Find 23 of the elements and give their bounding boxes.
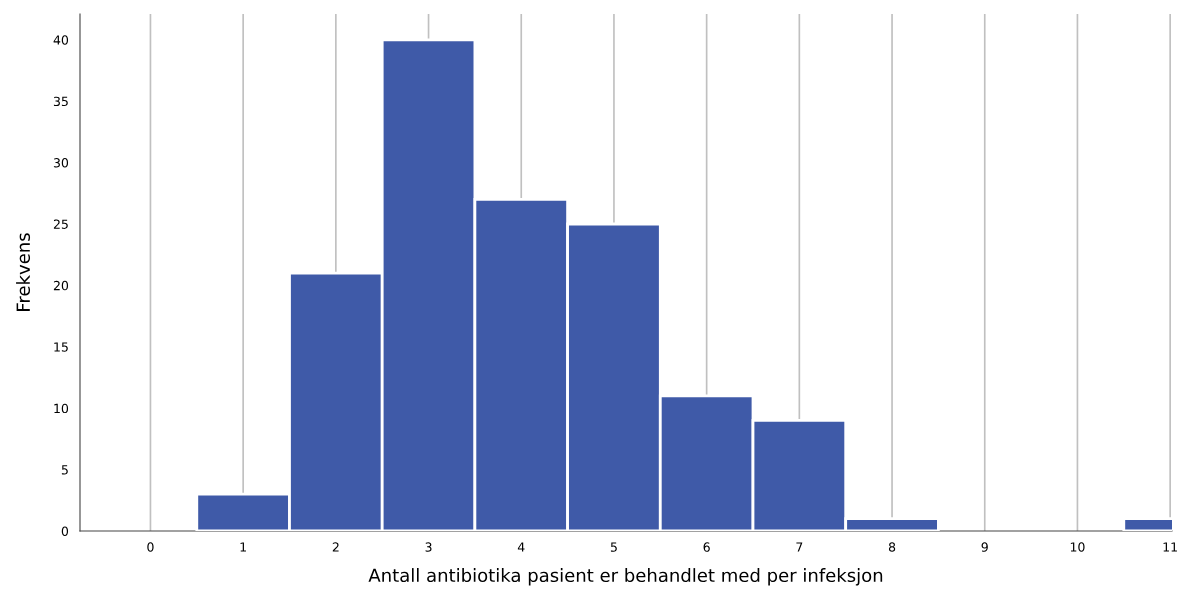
y-tick-label: 15 xyxy=(54,342,68,352)
x-tick-label: 8 xyxy=(888,542,896,552)
x-tick-label: 9 xyxy=(981,542,988,552)
x-tick-label: 2 xyxy=(332,542,339,552)
y-tick-label: 25 xyxy=(53,219,68,229)
x-tick-label: 4 xyxy=(517,542,525,552)
x-tick-label: 7 xyxy=(796,542,803,552)
x-tick-label: 3 xyxy=(425,542,432,552)
x-tick-label: 6 xyxy=(703,542,710,552)
x-tick-label: 1 xyxy=(240,542,246,552)
y-tick-label: 5 xyxy=(61,465,68,475)
y-tick-label: 10 xyxy=(54,403,69,414)
x-tick-label: 10 xyxy=(1070,542,1085,552)
y-tick-label: 20 xyxy=(53,280,69,291)
y-tick-label: 40 xyxy=(53,35,69,45)
y-tick-label: 35 xyxy=(53,96,68,107)
x-tick-label: 11 xyxy=(1163,542,1177,552)
x-axis-title: Antall antibiotika pasient er behandlet med per infeksjon xyxy=(368,568,883,586)
y-axis-title: Frekvens xyxy=(16,233,31,311)
x-tick-label: 0 xyxy=(147,542,154,552)
y-tick-label: 30 xyxy=(53,158,69,168)
y-tick-label: 0 xyxy=(61,526,69,536)
x-tick-label: 5 xyxy=(610,542,617,552)
